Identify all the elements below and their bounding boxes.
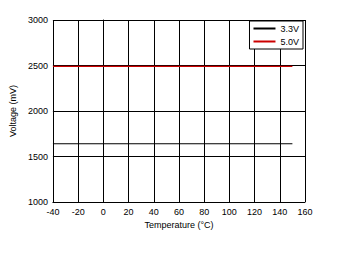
svg-text:80: 80 (199, 207, 209, 217)
svg-text:140: 140 (272, 207, 287, 217)
svg-text:Temperature (°C): Temperature (°C) (144, 220, 213, 230)
svg-text:-20: -20 (72, 207, 85, 217)
svg-text:2500: 2500 (28, 61, 48, 71)
svg-text:120: 120 (247, 207, 262, 217)
svg-text:0: 0 (101, 207, 106, 217)
svg-text:-40: -40 (46, 207, 59, 217)
svg-text:3.3V: 3.3V (280, 24, 299, 34)
svg-text:Voltage (mV): Voltage (mV) (8, 85, 18, 137)
svg-text:3000: 3000 (28, 15, 48, 25)
svg-text:1500: 1500 (28, 152, 48, 162)
svg-text:60: 60 (174, 207, 184, 217)
svg-text:20: 20 (124, 207, 134, 217)
svg-text:5.0V: 5.0V (280, 37, 299, 47)
svg-text:40: 40 (149, 207, 159, 217)
svg-text:100: 100 (222, 207, 237, 217)
svg-text:1000: 1000 (28, 197, 48, 207)
svg-text:2000: 2000 (28, 106, 48, 116)
svg-text:160: 160 (297, 207, 312, 217)
